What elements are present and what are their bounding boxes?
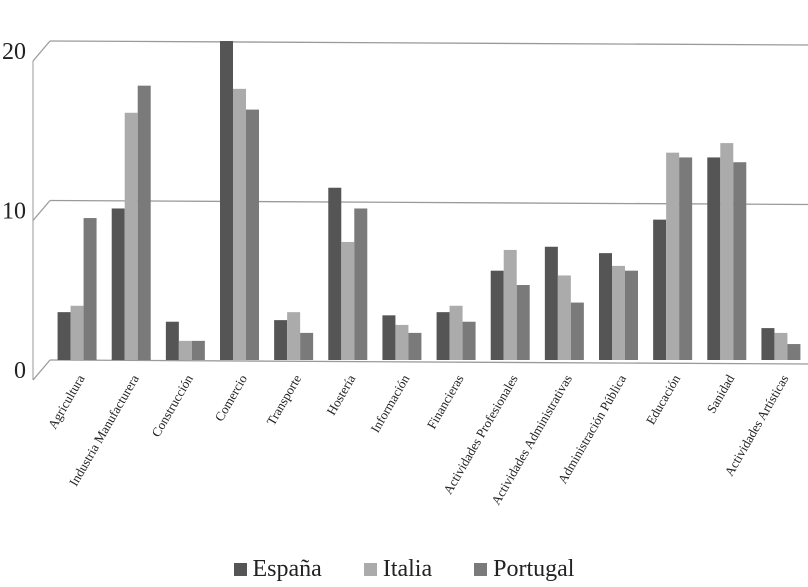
y-tick-label: 10 <box>2 199 26 225</box>
bar <box>246 109 259 361</box>
gridline-depth <box>32 40 51 62</box>
x-category-label: Educación <box>643 372 684 427</box>
bar <box>774 332 788 360</box>
x-category-label: Hostería <box>323 372 358 418</box>
legend-label: España <box>252 556 322 582</box>
bar <box>707 157 721 360</box>
x-category-label: Sanidad <box>703 372 737 416</box>
x-category-label: Transporte <box>263 372 304 428</box>
bar <box>233 88 246 360</box>
bar <box>503 249 517 360</box>
legend-label: Italia <box>382 556 433 582</box>
bar <box>516 285 530 360</box>
legend-item: Italia <box>363 556 433 583</box>
x-category-label: Financieras <box>424 372 467 431</box>
bar <box>395 324 409 360</box>
bar <box>544 246 558 360</box>
bar <box>287 312 301 360</box>
bar <box>57 312 71 360</box>
bar <box>720 143 734 360</box>
bar <box>612 265 625 360</box>
bar <box>274 320 288 360</box>
bar <box>70 305 84 360</box>
x-category-label: Agricultura <box>45 372 88 432</box>
gridline <box>49 40 808 46</box>
bar <box>436 312 450 360</box>
bar <box>761 328 775 360</box>
bar <box>341 241 355 360</box>
y-tick-label: 20 <box>2 39 26 65</box>
bar <box>220 41 233 360</box>
legend-label: Portugal <box>493 556 575 582</box>
y-tick-label: 0 <box>14 358 26 384</box>
bar <box>625 270 638 360</box>
bar <box>449 305 463 360</box>
bar <box>382 315 396 360</box>
legend-swatch <box>233 563 247 576</box>
bar <box>328 187 342 360</box>
bar <box>787 344 801 360</box>
bar <box>111 208 125 360</box>
x-category-label: Comercio <box>211 372 250 424</box>
bar <box>191 340 205 360</box>
bar <box>557 275 571 360</box>
legend-item: Portugal <box>474 556 574 583</box>
bar <box>408 332 422 360</box>
bar <box>490 270 504 360</box>
x-category-label: Construcción <box>148 372 196 440</box>
legend-item: España <box>233 556 322 583</box>
bar <box>679 157 693 360</box>
bar <box>165 321 179 360</box>
bar <box>653 219 667 360</box>
x-category-label: Información <box>367 372 412 436</box>
gridline <box>49 359 808 365</box>
bar <box>599 253 612 360</box>
bar <box>570 302 584 360</box>
gridline-depth <box>32 200 51 221</box>
gridline <box>49 199 808 206</box>
bar <box>178 340 192 360</box>
gridline-depth <box>32 359 51 381</box>
bar <box>124 112 138 361</box>
y-axis-ticks: 0 10 20 <box>2 39 26 384</box>
bar <box>83 218 97 360</box>
legend-swatch <box>363 563 377 576</box>
bar <box>666 152 680 360</box>
bar <box>300 332 314 360</box>
bar <box>137 85 151 360</box>
bar <box>733 162 747 360</box>
legend: España Italia Portugal <box>0 556 808 583</box>
bars <box>57 41 801 361</box>
bar <box>354 208 368 360</box>
legend-swatch <box>474 563 488 576</box>
bar <box>462 321 476 360</box>
